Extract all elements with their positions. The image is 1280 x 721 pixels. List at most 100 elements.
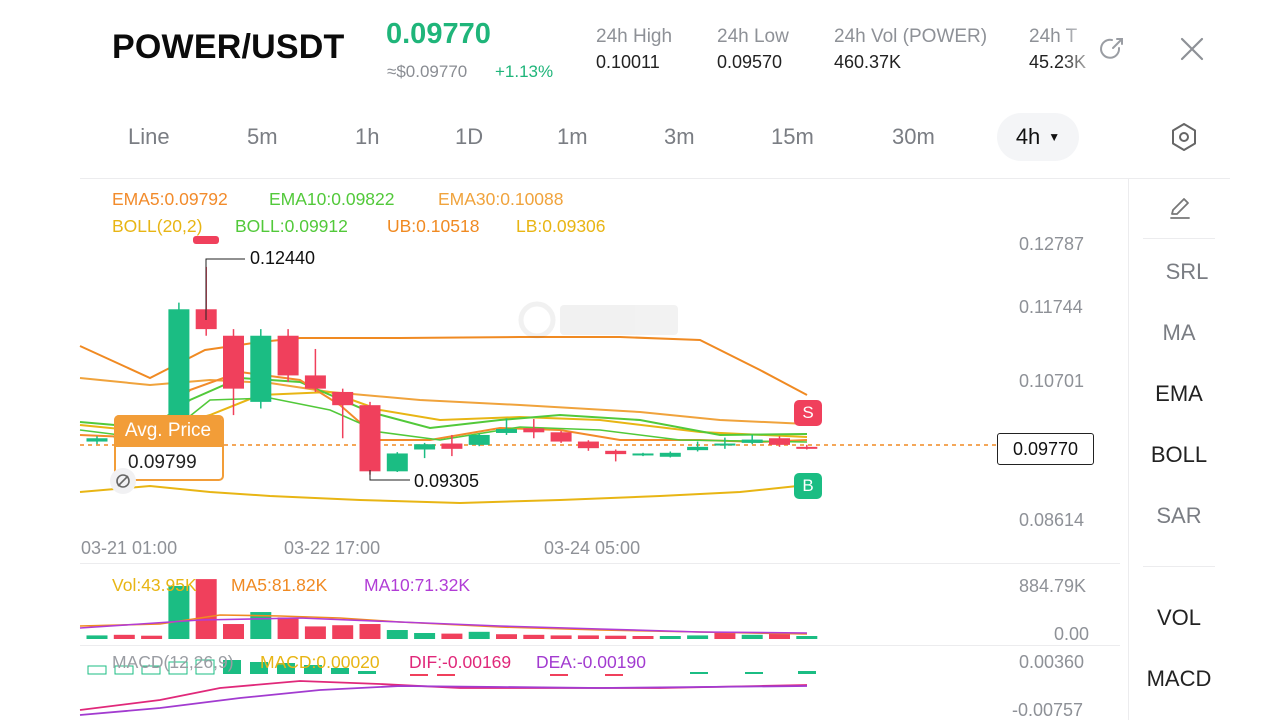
volume-bar (195, 579, 217, 639)
candle-body (277, 335, 299, 376)
pair-title: POWER/USDT (112, 28, 345, 66)
macd-histogram (87, 659, 816, 676)
volume-bar (386, 630, 408, 639)
candle-body (359, 405, 381, 472)
ema10-legend: EMA10:0.09822 (269, 189, 395, 209)
divider-macd (80, 645, 1120, 646)
candle-body (550, 432, 572, 442)
dea-legend: DEA:-0.00190 (536, 652, 646, 672)
eye-icon-svg (116, 474, 130, 488)
vol-legend: Vol:43.95K (112, 575, 197, 595)
volume-bar (550, 635, 572, 639)
candle-body (496, 428, 517, 433)
volume-bar (741, 634, 763, 639)
eye-toggle-icon[interactable] (110, 468, 136, 494)
caret-down-icon: ▼ (1048, 130, 1061, 144)
candle-body (605, 450, 627, 455)
buy-marker[interactable]: B (794, 473, 822, 499)
high-leader-line (205, 258, 245, 320)
stat-value-vol: 460.37K (834, 52, 902, 72)
volume-bar (223, 624, 244, 639)
close-icon[interactable] (1177, 34, 1207, 64)
price-change: +1.13% (495, 62, 554, 81)
tab-1m[interactable]: 1m (557, 124, 588, 149)
tab-1d[interactable]: 1D (455, 124, 484, 149)
macd-dea-line (79, 685, 808, 716)
candle-body (632, 453, 654, 456)
side-item-vol[interactable]: VOL (1156, 605, 1202, 630)
side-item-ema[interactable]: EMA (1155, 381, 1203, 406)
price-tick: 0.11744 (1019, 297, 1083, 317)
candle-body (796, 446, 818, 449)
candle-body (769, 438, 790, 445)
tab-line[interactable]: Line (128, 124, 170, 149)
time-tick: 03-21 01:00 (81, 538, 178, 558)
tab-30m[interactable]: 30m (892, 124, 935, 149)
share-icon-svg (1100, 38, 1123, 59)
price-tick: 0.12787 (1019, 234, 1085, 254)
volume-bar (769, 633, 790, 639)
side-item-sar[interactable]: SAR (1156, 503, 1202, 528)
boll-params-legend: BOLL(20,2) (112, 216, 203, 236)
volume-bar (141, 635, 163, 639)
volume-bar (796, 636, 818, 639)
stat-label-vol: 24h Vol (POWER) (834, 26, 988, 47)
volume-bars (86, 579, 818, 639)
candle-body (223, 335, 244, 389)
boll-ub-legend: UB:0.10518 (387, 216, 480, 236)
tab-15m[interactable]: 15m (771, 124, 814, 149)
volume-bar (168, 585, 190, 639)
macd-value-legend: MACD:0.00020 (260, 652, 380, 672)
side-menu-divider (1143, 238, 1215, 239)
divider-top (80, 178, 1230, 179)
tab-4h-active[interactable]: 4h ▼ (997, 113, 1079, 161)
side-divider (1128, 178, 1129, 720)
volume-bar (359, 624, 381, 639)
macd-tick: -0.00757 (1012, 700, 1084, 720)
tab-5m[interactable]: 5m (247, 124, 278, 149)
gate-watermark (518, 301, 678, 339)
avg-price-label: Avg. Price (114, 415, 222, 447)
ema5-legend: EMA5:0.09792 (112, 189, 228, 209)
share-icon[interactable] (1097, 34, 1127, 64)
usd-price: ≈$0.09770 (387, 62, 468, 81)
side-item-ma[interactable]: MA (1162, 320, 1196, 345)
stat-value-high: 0.10011 (596, 52, 660, 72)
divider-vol (80, 563, 1120, 564)
high-marker (193, 236, 219, 244)
tab-4h-label: 4h (1015, 124, 1041, 149)
vol-tick: 0.00 (1054, 624, 1090, 644)
candle-body (441, 443, 463, 449)
volume-bar (86, 635, 108, 639)
vol-tick: 884.79K (1019, 576, 1087, 596)
side-item-srl[interactable]: SRL (1165, 259, 1209, 284)
candle-body (250, 335, 272, 402)
side-menu-divider-2 (1143, 566, 1215, 567)
volume-bar (687, 635, 709, 639)
dif-legend: DIF:-0.00169 (409, 652, 512, 672)
volume-bar (441, 633, 463, 639)
candle-body (577, 441, 599, 449)
candle-body (687, 446, 709, 451)
side-item-macd[interactable]: MACD (1146, 666, 1212, 691)
volume-bar (659, 636, 681, 639)
boll-lower-line (79, 484, 808, 505)
stat-label-high: 24h High (596, 26, 673, 47)
price-tick: 0.08614 (1019, 510, 1085, 530)
chart-settings-icon[interactable] (1169, 121, 1199, 153)
time-tick: 03-22 17:00 (284, 538, 381, 558)
draw-pencil-icon[interactable] (1166, 194, 1194, 222)
tab-1h[interactable]: 1h (355, 124, 380, 149)
volume-bar (414, 633, 436, 639)
candle-body (523, 428, 545, 433)
candle-body (714, 443, 736, 446)
volume-bar (632, 636, 654, 639)
vol-ma10-legend: MA10:71.32K (364, 575, 471, 595)
ema30-legend: EMA30:0.10088 (438, 189, 564, 209)
volume-bar (605, 635, 627, 639)
side-item-boll[interactable]: BOLL (1150, 442, 1208, 467)
candle-body (304, 375, 326, 389)
sell-marker[interactable]: S (794, 400, 822, 426)
tab-3m[interactable]: 3m (664, 124, 695, 149)
